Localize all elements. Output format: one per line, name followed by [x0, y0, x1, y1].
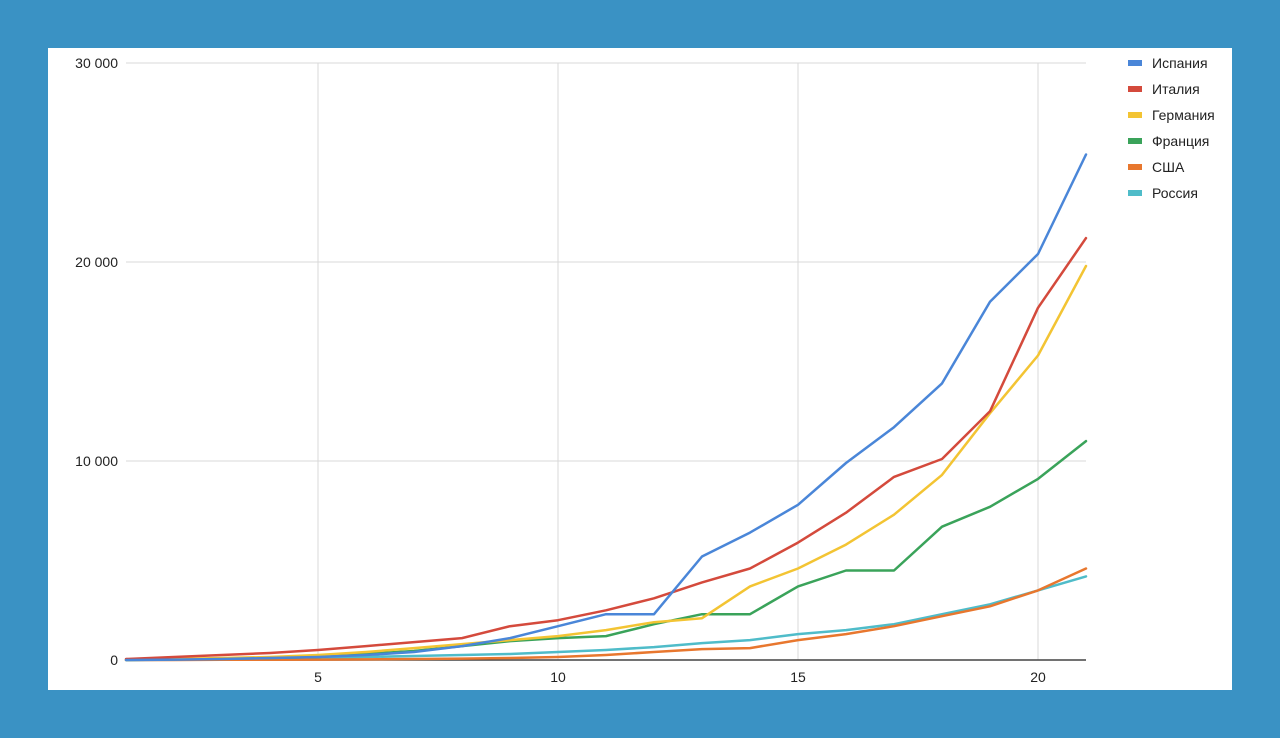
- x-tick-label: 20: [1030, 669, 1046, 685]
- y-tick-label: 30 000: [75, 55, 118, 71]
- legend-label: Россия: [1152, 185, 1198, 201]
- legend-label: Франция: [1152, 133, 1209, 149]
- x-tick-label: 5: [314, 669, 322, 685]
- line-chart: 0 10 000 20 000 30 000 5 10 15 20 Испания Италия…: [75, 55, 1215, 685]
- x-tick-label: 15: [790, 669, 806, 685]
- legend-label: США: [1152, 159, 1185, 175]
- legend-swatch: [1128, 112, 1142, 118]
- legend-swatch: [1128, 164, 1142, 170]
- series-line-Испания: [124, 153, 1088, 662]
- legend-swatch: [1128, 190, 1142, 196]
- series-lines: [124, 153, 1088, 662]
- x-tick-label: 10: [550, 669, 566, 685]
- grid: [126, 62, 1086, 660]
- legend-label: Германия: [1152, 107, 1215, 123]
- y-tick-label: 20 000: [75, 254, 118, 270]
- legend-label: Испания: [1152, 55, 1208, 71]
- chart-card: 0 10 000 20 000 30 000 5 10 15 20 Испания Италия…: [48, 48, 1232, 690]
- axes: 0 10 000 20 000 30 000 5 10 15 20: [75, 55, 1086, 685]
- legend-label: Италия: [1152, 81, 1200, 97]
- series-line-Германия: [124, 264, 1088, 662]
- y-tick-label: 0: [110, 652, 118, 668]
- series-line-Россия: [124, 575, 1088, 662]
- legend-swatch: [1128, 86, 1142, 92]
- legend: Испания Италия Германия Франция США Россия: [1128, 55, 1215, 201]
- y-tick-label: 10 000: [75, 453, 118, 469]
- legend-swatch: [1128, 138, 1142, 144]
- series-line-Италия: [124, 236, 1088, 661]
- legend-swatch: [1128, 60, 1142, 66]
- series-line-США: [124, 567, 1088, 662]
